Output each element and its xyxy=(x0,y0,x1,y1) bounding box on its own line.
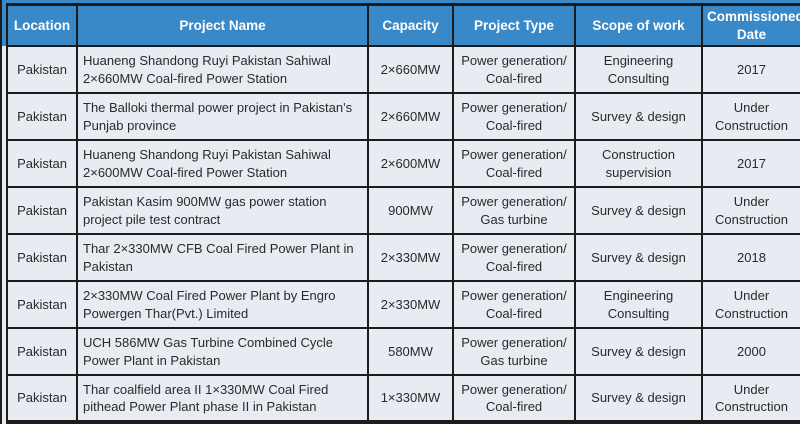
cell-scope-of-work: Survey & design xyxy=(574,92,703,142)
cell-project-type: Power generation/ Coal-fired xyxy=(452,139,576,189)
cell-location: Pakistan xyxy=(6,327,78,377)
header-row: Location Project Name Capacity Project T… xyxy=(6,3,800,48)
cell-scope-of-work: Engineering Consulting xyxy=(574,280,703,330)
cell-location: Pakistan xyxy=(6,233,78,283)
cell-commissioned-date: 2017 xyxy=(701,45,800,95)
header-commissioned-date: Commissioned Date xyxy=(701,3,800,48)
cell-commissioned-date: 2018 xyxy=(701,233,800,283)
table-row: Pakistan Huaneng Shandong Ruyi Pakistan … xyxy=(6,139,800,189)
table-frame: Location Project Name Capacity Project T… xyxy=(0,0,800,425)
cell-scope-of-work: Engineering Consulting xyxy=(574,45,703,95)
cell-project-name: Thar 2×330MW CFB Coal Fired Power Plant … xyxy=(76,233,369,283)
cell-scope-of-work: Survey & design xyxy=(574,233,703,283)
header-location: Location xyxy=(6,3,78,48)
cell-scope-of-work: Construction supervision xyxy=(574,139,703,189)
cell-capacity: 580MW xyxy=(367,327,454,377)
header-capacity: Capacity xyxy=(367,3,454,48)
cell-project-type: Power generation/ Coal-fired xyxy=(452,45,576,95)
cell-capacity: 2×330MW xyxy=(367,280,454,330)
cell-commissioned-date: Under Construction xyxy=(701,374,800,424)
cell-scope-of-work: Survey & design xyxy=(574,327,703,377)
cell-location: Pakistan xyxy=(6,45,78,95)
cell-project-name: The Balloki thermal power project in Pak… xyxy=(76,92,369,142)
table-row: Pakistan 2×330MW Coal Fired Power Plant … xyxy=(6,280,800,330)
cell-scope-of-work: Survey & design xyxy=(574,374,703,424)
cell-location: Pakistan xyxy=(6,186,78,236)
cell-location: Pakistan xyxy=(6,92,78,142)
cell-capacity: 1×330MW xyxy=(367,374,454,424)
cell-capacity: 2×660MW xyxy=(367,92,454,142)
cell-capacity: 900MW xyxy=(367,186,454,236)
cell-project-name: Pakistan Kasim 900MW gas power station p… xyxy=(76,186,369,236)
cell-commissioned-date: Under Construction xyxy=(701,92,800,142)
cell-location: Pakistan xyxy=(6,280,78,330)
header-scope-of-work: Scope of work xyxy=(574,3,703,48)
cell-commissioned-date: Under Construction xyxy=(701,280,800,330)
projects-table: Location Project Name Capacity Project T… xyxy=(6,3,800,425)
cell-project-type: Power generation/ Coal-fired xyxy=(452,374,576,424)
table-row: Pakistan Thar coalfield area II 1×330MW … xyxy=(6,374,800,424)
table-row: Pakistan UCH 586MW Gas Turbine Combined … xyxy=(6,327,800,377)
cell-capacity: 2×600MW xyxy=(367,139,454,189)
cell-location: Pakistan xyxy=(6,139,78,189)
header-project-name: Project Name xyxy=(76,3,369,48)
cell-scope-of-work: Survey & design xyxy=(574,186,703,236)
cell-project-name: UCH 586MW Gas Turbine Combined Cycle Pow… xyxy=(76,327,369,377)
table-row: Pakistan Pakistan Kasim 900MW gas power … xyxy=(6,186,800,236)
cell-project-type: Power generation/ Gas turbine xyxy=(452,186,576,236)
table-row: Pakistan The Balloki thermal power proje… xyxy=(6,92,800,142)
table-top-edge xyxy=(6,0,800,3)
cell-commissioned-date: 2000 xyxy=(701,327,800,377)
cell-project-name: Huaneng Shandong Ruyi Pakistan Sahiwal 2… xyxy=(76,139,369,189)
cell-project-type: Power generation/ Coal-fired xyxy=(452,233,576,283)
cell-project-name: Huaneng Shandong Ruyi Pakistan Sahiwal 2… xyxy=(76,45,369,95)
cell-commissioned-date: 2017 xyxy=(701,139,800,189)
cell-capacity: 2×660MW xyxy=(367,45,454,95)
cell-project-type: Power generation/ Gas turbine xyxy=(452,327,576,377)
table-row: Pakistan Thar 2×330MW CFB Coal Fired Pow… xyxy=(6,233,800,283)
cell-project-name: Thar coalfield area II 1×330MW Coal Fire… xyxy=(76,374,369,424)
table-row: Pakistan Huaneng Shandong Ruyi Pakistan … xyxy=(6,45,800,95)
cell-project-type: Power generation/ Coal-fired xyxy=(452,280,576,330)
cell-project-name: 2×330MW Coal Fired Power Plant by Engro … xyxy=(76,280,369,330)
cell-location: Pakistan xyxy=(6,374,78,424)
header-project-type: Project Type xyxy=(452,3,576,48)
cell-project-type: Power generation/ Coal-fired xyxy=(452,92,576,142)
cell-commissioned-date: Under Construction xyxy=(701,186,800,236)
cell-capacity: 2×330MW xyxy=(367,233,454,283)
